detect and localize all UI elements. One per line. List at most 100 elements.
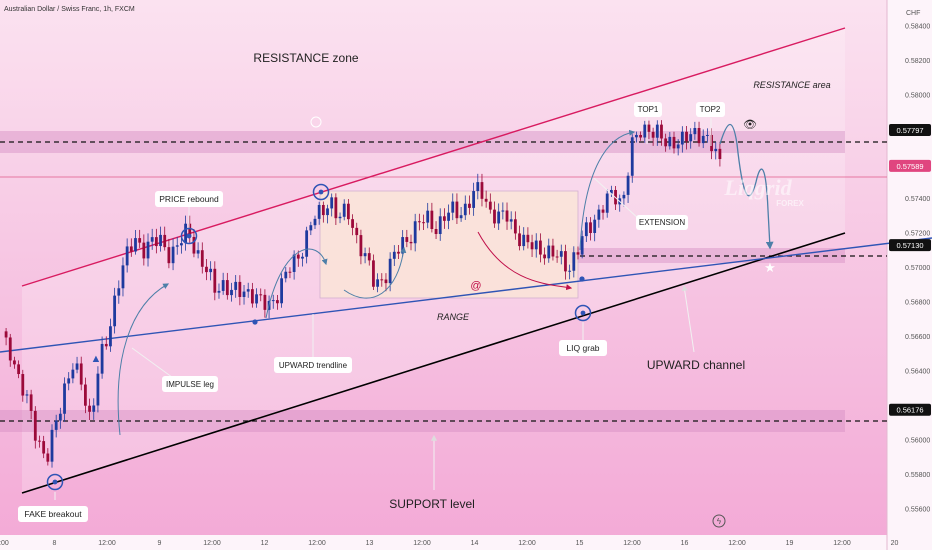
x-tick-label: 20 xyxy=(891,540,899,547)
candle-body xyxy=(664,138,668,147)
candle-body xyxy=(605,193,609,213)
price-label-box xyxy=(889,123,931,136)
flash-icon[interactable] xyxy=(712,514,726,528)
candle-body xyxy=(376,279,380,287)
candle-body xyxy=(409,241,413,244)
candle-body xyxy=(317,204,321,219)
x-tick-label: 12:00 xyxy=(518,540,536,547)
candle-body xyxy=(714,148,718,152)
candle-body xyxy=(718,148,722,160)
channel-bottom-line xyxy=(21,232,846,494)
candle-body xyxy=(601,209,605,213)
rebound-marker xyxy=(180,227,198,245)
candle-body xyxy=(530,242,534,250)
price-axis[interactable]: 0.58400 0.58200 0.58000 0.57400 0.57200 0.570… xyxy=(905,23,930,513)
impulse-arrow xyxy=(117,283,170,436)
candle-body xyxy=(21,374,25,396)
candle-body xyxy=(159,234,162,247)
candle-body xyxy=(513,219,517,234)
candle-body xyxy=(572,252,576,271)
candle-body xyxy=(225,280,229,296)
candle-body xyxy=(501,210,505,212)
time-axis[interactable]: 2:00 8 12:00 9 12:00 12 12:00 13 12:00 14 12:00 15 1… xyxy=(0,540,898,547)
candle-body xyxy=(693,127,697,135)
trendline-touch-dot xyxy=(252,319,258,325)
liq-grab-marker xyxy=(574,304,592,322)
price-label-box xyxy=(889,159,931,172)
candle-body xyxy=(129,246,133,252)
price-label-text: 0.57589 xyxy=(896,162,923,171)
candle-body xyxy=(334,197,338,219)
target-star-icon: ★ xyxy=(764,260,776,275)
candle-body xyxy=(355,227,359,236)
candle-body xyxy=(4,331,8,338)
upward-trendline-box xyxy=(274,357,352,373)
candle-body xyxy=(593,219,597,234)
candle-body xyxy=(263,294,267,310)
candle-body xyxy=(188,223,192,237)
candle-body xyxy=(668,136,672,147)
y-tick-label: 0.58000 xyxy=(905,92,930,99)
x-tick-label: 16 xyxy=(681,540,689,547)
candle-body xyxy=(109,326,112,347)
candle-body xyxy=(522,234,526,247)
x-tick-label: 12:00 xyxy=(98,540,116,547)
candle-body xyxy=(484,198,488,202)
candle-body xyxy=(468,203,471,208)
candle-body xyxy=(134,238,137,252)
candle-body xyxy=(63,383,66,414)
candle-body xyxy=(367,253,371,261)
candle-body xyxy=(380,279,384,281)
anchor-icon xyxy=(310,116,322,128)
candle-body xyxy=(655,124,659,138)
candle-body xyxy=(547,245,551,259)
candle-body xyxy=(175,245,179,247)
candle-body xyxy=(551,245,555,257)
candle-body xyxy=(463,203,467,216)
candle-body xyxy=(580,236,584,255)
candle-body xyxy=(672,136,676,149)
candle-body xyxy=(271,300,275,302)
extension-pointer xyxy=(593,177,641,221)
candle-body xyxy=(488,201,492,210)
candle-body xyxy=(13,360,16,365)
candle-body xyxy=(230,289,233,296)
watermark-sub: FOREX xyxy=(776,199,804,208)
candle-body xyxy=(284,271,288,279)
candle-body xyxy=(192,236,196,254)
candle-body xyxy=(472,191,476,208)
projection-arrow xyxy=(719,123,774,250)
candle-body xyxy=(438,216,442,235)
support-level-label: SUPPORT level xyxy=(389,497,475,511)
snail-icon: @ xyxy=(470,280,481,292)
candle-body xyxy=(217,290,221,293)
candle-body xyxy=(259,294,263,296)
price-labels: 0.57797 0.57589 0.57130 0.56176 xyxy=(889,123,931,416)
candle-body xyxy=(234,281,238,290)
svg-text:ϟ: ϟ xyxy=(717,517,722,526)
y-tick-label: 0.57400 xyxy=(905,196,930,203)
price-label-box xyxy=(889,403,931,416)
liq-grab-box xyxy=(559,340,607,356)
currency-label: CHF xyxy=(906,10,920,17)
candle-body xyxy=(288,271,292,273)
candle-body xyxy=(526,234,530,243)
candle-body xyxy=(42,441,46,454)
trendline-touch-dot-2 xyxy=(579,276,585,282)
support-zone-band xyxy=(0,410,845,432)
candle-body xyxy=(434,228,438,235)
price-axis-panel xyxy=(887,0,932,550)
candle-body xyxy=(209,268,213,273)
candle-body xyxy=(205,266,208,273)
candle-body xyxy=(564,251,567,272)
candle-body xyxy=(75,363,79,370)
candle-body xyxy=(100,343,104,374)
price-label-text: 0.57797 xyxy=(896,126,923,135)
candle-body xyxy=(388,258,392,284)
candle-body xyxy=(196,250,200,254)
extension-arrow xyxy=(579,129,636,251)
extension-label: EXTENSION xyxy=(639,218,685,227)
candle-body xyxy=(150,237,154,242)
candle-body xyxy=(142,242,146,259)
